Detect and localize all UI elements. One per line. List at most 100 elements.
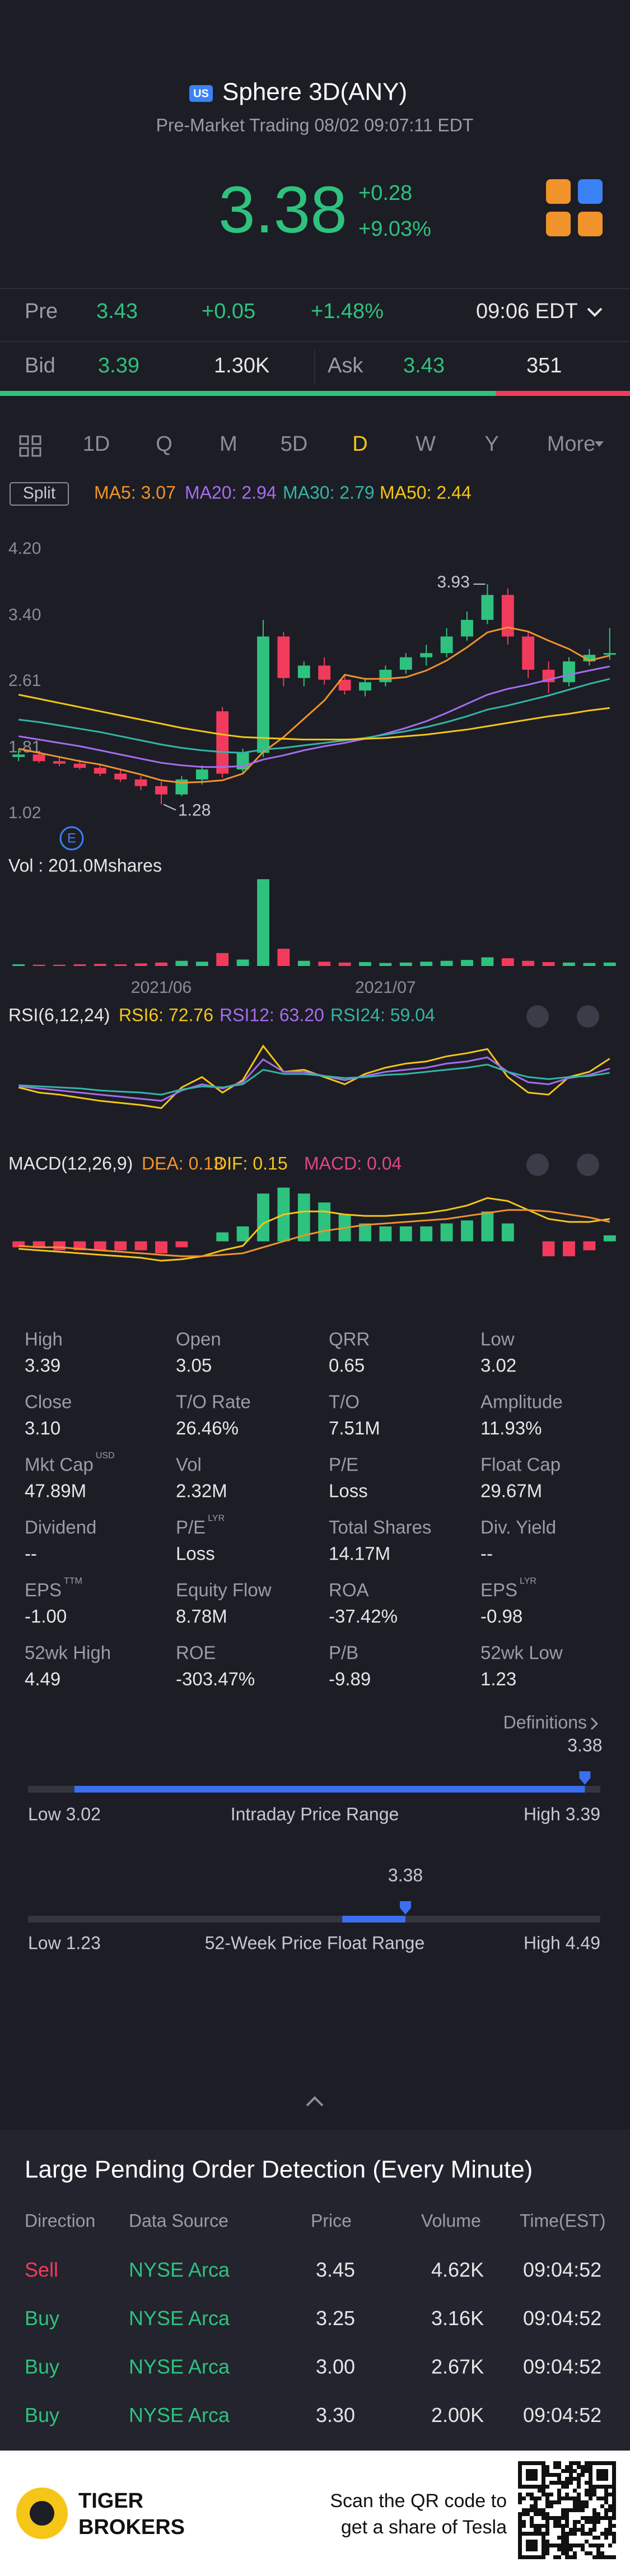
qr-text: get a share of Tesla — [341, 2517, 507, 2538]
qr-module — [577, 2477, 581, 2481]
candle-body — [583, 655, 596, 662]
icon[interactable] — [578, 179, 603, 204]
ask-volume-bar — [496, 391, 630, 396]
x-tick-label: 2021/07 — [355, 978, 416, 997]
period-tab[interactable]: 5D — [281, 432, 308, 456]
volume-bar — [32, 964, 45, 966]
period-tab[interactable]: Q — [156, 432, 172, 456]
qr-module — [608, 2532, 612, 2536]
qr-module — [573, 2477, 577, 2481]
qr-module — [538, 2524, 542, 2528]
qr-module — [557, 2481, 561, 2485]
period-tab[interactable]: 1D — [83, 432, 110, 456]
qr-module — [569, 2477, 573, 2481]
candle-body — [297, 665, 310, 678]
pre-change-pct: +1.48% — [311, 300, 384, 323]
qr-module — [592, 2520, 596, 2524]
qr-module — [577, 2485, 581, 2489]
stat-label: Low — [480, 1329, 515, 1350]
orders-cell: 09:04:52 — [523, 2404, 601, 2426]
qr-module — [604, 2528, 608, 2532]
period-tab[interactable]: M — [220, 432, 237, 456]
stat-value: 26.46% — [176, 1418, 239, 1439]
definitions-link[interactable]: Definitions — [503, 1712, 587, 1732]
orders-cell: NYSE Arca — [129, 2355, 230, 2378]
range-fill — [74, 1786, 585, 1793]
macd-bar — [175, 1241, 188, 1248]
qr-module — [542, 2524, 545, 2528]
volume-bar — [297, 960, 310, 966]
stat-label: 52wk High — [25, 1642, 111, 1663]
stat-superscript: USD — [96, 1451, 115, 1460]
candle-body — [318, 665, 331, 680]
header-icons[interactable] — [546, 179, 603, 236]
panel-icon[interactable] — [577, 1005, 599, 1028]
qr-module — [561, 2512, 565, 2516]
qr-module — [596, 2555, 600, 2559]
panel-icon[interactable] — [526, 1154, 549, 1176]
volume-bar — [461, 960, 473, 966]
macd-bar — [114, 1241, 127, 1250]
market-badge-text: US — [193, 87, 209, 100]
qr-module — [569, 2528, 573, 2532]
qr-module — [600, 2504, 604, 2508]
dropdown-chevron[interactable] — [587, 307, 603, 317]
qr-module — [573, 2489, 577, 2493]
qr-module — [530, 2496, 534, 2500]
qr-module — [557, 2544, 561, 2547]
candle-body — [563, 661, 575, 683]
bid-label: Bid — [25, 354, 55, 377]
macd-bar — [583, 1241, 596, 1250]
earnings-icon[interactable] — [59, 826, 84, 851]
qr-module — [545, 2469, 549, 2473]
qr-module — [589, 2544, 592, 2547]
collapse-chevron[interactable] — [306, 2096, 324, 2107]
volume-bar — [175, 960, 188, 966]
stat-label: QRR — [329, 1329, 370, 1350]
icon[interactable] — [578, 212, 603, 236]
period-tab[interactable]: Y — [484, 432, 498, 456]
earnings-icon-text[interactable]: E — [67, 830, 76, 846]
icon[interactable] — [546, 212, 571, 236]
session-subtitle: Pre-Market Trading 08/02 09:07:11 EDT — [156, 115, 474, 135]
period-tab[interactable]: D — [352, 432, 367, 456]
qr-module — [557, 2496, 561, 2500]
period-tab[interactable]: More — [547, 432, 596, 456]
icon[interactable] — [546, 179, 571, 204]
qr-module — [522, 2512, 526, 2516]
split-box[interactable] — [10, 482, 69, 506]
period-tab[interactable]: W — [416, 432, 436, 456]
pre-time[interactable]: 09:06 EDT — [476, 300, 578, 323]
qr-module — [608, 2520, 612, 2524]
qr-module — [542, 2489, 545, 2493]
qr-module — [542, 2508, 545, 2512]
macd-bar — [440, 1223, 453, 1242]
qr-module — [569, 2465, 573, 2469]
qr-module — [561, 2547, 565, 2551]
kline-settings-icon[interactable] — [19, 435, 41, 457]
panel-icon[interactable] — [577, 1154, 599, 1176]
qr-module — [557, 2524, 561, 2528]
qr-module — [545, 2473, 549, 2477]
qr-module — [596, 2536, 600, 2540]
volume-bar — [155, 962, 167, 966]
rsi-label: RSI(6,12,24) — [8, 1005, 110, 1025]
orders-cell: 3.25 — [316, 2307, 355, 2330]
volume-bar — [12, 964, 25, 966]
stat-label: Float Cap — [480, 1454, 561, 1475]
x-tick-label: 2021/06 — [131, 978, 192, 997]
candle-body — [216, 711, 229, 774]
qr-module — [542, 2493, 545, 2496]
qr-module — [565, 2540, 569, 2544]
panel-icon[interactable] — [526, 1005, 549, 1028]
volume-bar — [399, 962, 412, 966]
split-label[interactable]: Split — [23, 484, 56, 502]
qr-module — [585, 2532, 589, 2536]
macd-bar — [236, 1226, 249, 1242]
y-tick-label: 1.02 — [8, 804, 41, 822]
orders-title: Large Pending Order Detection (Every Min… — [25, 2156, 533, 2183]
volume-bar — [420, 962, 433, 966]
qr-module — [596, 2496, 600, 2500]
logo-inner — [30, 2501, 54, 2526]
stat-value: -- — [25, 1543, 37, 1564]
